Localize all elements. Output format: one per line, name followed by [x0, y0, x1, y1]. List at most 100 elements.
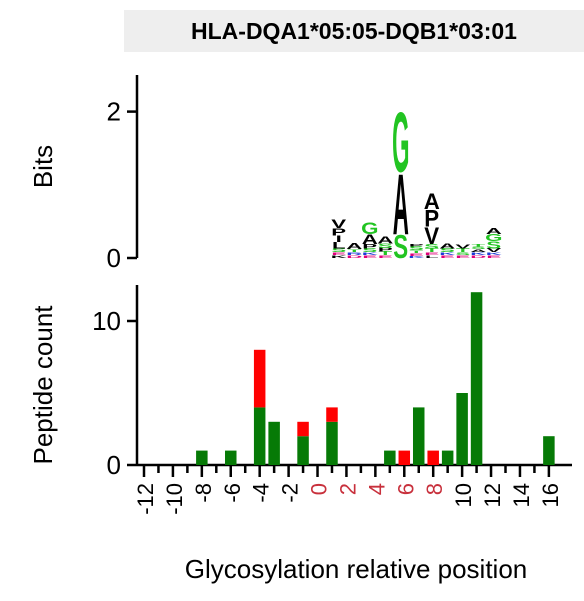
logo-letter: A	[424, 189, 440, 214]
bar-x-tick-label: 10	[451, 483, 476, 507]
logo-letter: K	[331, 254, 348, 259]
logo-letter: E	[440, 254, 455, 259]
logo-letter: K	[362, 252, 379, 257]
bar-x-tick-label: -8	[191, 483, 216, 503]
logo-letter: P	[424, 205, 439, 232]
logo-letter: E	[331, 252, 346, 257]
logo-letter: S	[409, 246, 424, 252]
bar-x-tick-label: 14	[509, 483, 534, 507]
bar-segment	[543, 436, 555, 465]
logo-letter: E	[486, 254, 501, 259]
logo-letter: G	[485, 232, 502, 244]
logo-letter: P	[378, 247, 393, 253]
bar-segment	[297, 436, 309, 465]
bar-segment	[253, 349, 266, 408]
logo-y-axis-label: Bits	[28, 145, 58, 188]
bar-segment	[196, 450, 208, 465]
bar-x-tick-label: 6	[393, 483, 418, 495]
bar-x-tick-label: -10	[162, 483, 187, 515]
chart-title-box: HLA-DQA1*05:05-DQB1*03:01	[124, 10, 584, 52]
bar-segment	[427, 450, 439, 465]
logo-y-tick-label: 0	[107, 243, 121, 273]
logo-letter: S	[440, 248, 455, 254]
logo-letter: P	[409, 243, 424, 248]
bar-x-axis-label: Glycosylation relative position	[185, 554, 528, 584]
logo-letter: T	[409, 249, 423, 254]
logo-letter: P	[331, 226, 346, 238]
bar-segment	[225, 450, 237, 465]
logo-letter: A	[486, 227, 502, 236]
logo-letter: S	[393, 229, 408, 267]
logo-letter: A	[393, 157, 409, 253]
logo-letter: A	[439, 242, 455, 250]
logo-letter: T	[425, 248, 439, 254]
logo-letter: A	[346, 242, 362, 251]
bar-x-tick-label: -2	[278, 483, 303, 503]
logo-letter: D	[470, 254, 486, 259]
bar-segment	[456, 393, 468, 465]
bar-segment	[384, 450, 396, 465]
logo-letter: T	[378, 251, 392, 257]
logo-letter: S	[378, 243, 393, 250]
logo-letter: K	[486, 252, 503, 257]
logo-letter: E	[409, 252, 424, 257]
logo-letter: S	[455, 252, 470, 257]
logo-letter: T	[456, 248, 470, 254]
bar-x-tick-label: 8	[422, 483, 447, 495]
logo-letter: P	[362, 243, 377, 250]
logo-letter: L	[332, 240, 346, 250]
logo-letter: S	[331, 248, 346, 254]
logo-letter: V	[424, 222, 439, 249]
bar-y-axis-label: Peptide count	[28, 305, 58, 465]
logo-letter: T	[471, 243, 485, 248]
logo-letter: D	[346, 254, 362, 259]
logo-letter: V	[331, 217, 346, 231]
bar-y-tick-label: 0	[107, 450, 121, 480]
bar-segment	[441, 450, 454, 465]
bar-segment	[326, 421, 338, 465]
bar-x-tick-label: 16	[538, 483, 563, 507]
bar-x-tick-label: -6	[220, 483, 245, 503]
bar-segment	[398, 450, 411, 465]
logo-letter: S	[471, 246, 486, 251]
chart-title: HLA-DQA1*05:05-DQB1*03:01	[191, 17, 517, 44]
logo-letter: A	[362, 231, 379, 247]
bar-segment	[470, 292, 483, 465]
logo-y-tick-label: 2	[107, 97, 121, 127]
logo-letter: E	[378, 254, 393, 259]
logo-letter: K	[439, 252, 456, 257]
logo-letter: E	[362, 254, 377, 259]
logo-letter: E	[455, 254, 470, 259]
bar-x-tick-label: 4	[364, 483, 389, 495]
logo-letter: K	[408, 256, 425, 259]
logo-letter: S	[362, 248, 377, 254]
bar-x-tick-label: -12	[133, 483, 158, 515]
logo-letter: S	[424, 243, 439, 250]
bar-segment	[297, 421, 309, 437]
bar-segment	[268, 421, 280, 465]
bar-x-tick-label: 12	[480, 483, 505, 507]
bar-x-tick-label: -4	[249, 483, 274, 503]
logo-letter: G	[392, 96, 409, 190]
logo-letter: I	[336, 234, 342, 244]
logo-letter: A	[470, 249, 487, 254]
bar-segment	[253, 407, 266, 465]
bar-x-tick-label: 0	[307, 483, 332, 495]
bar-x-tick-label: 2	[335, 483, 360, 495]
logo-letter: K	[470, 252, 487, 257]
logo-letter: V	[486, 248, 501, 254]
logo-letter: T	[347, 249, 361, 254]
bar-segment	[326, 407, 338, 422]
bar-segment	[412, 407, 425, 465]
bar-y-tick-label: 10	[92, 306, 121, 336]
logo-letter: R	[346, 252, 363, 257]
logo-letter: A	[377, 234, 394, 246]
logo-letter: V	[455, 244, 470, 250]
logo-letter: G	[361, 220, 378, 238]
logo-letter: S	[486, 239, 501, 251]
logo-letter: E	[424, 252, 439, 257]
logo-letter: L	[425, 254, 439, 259]
